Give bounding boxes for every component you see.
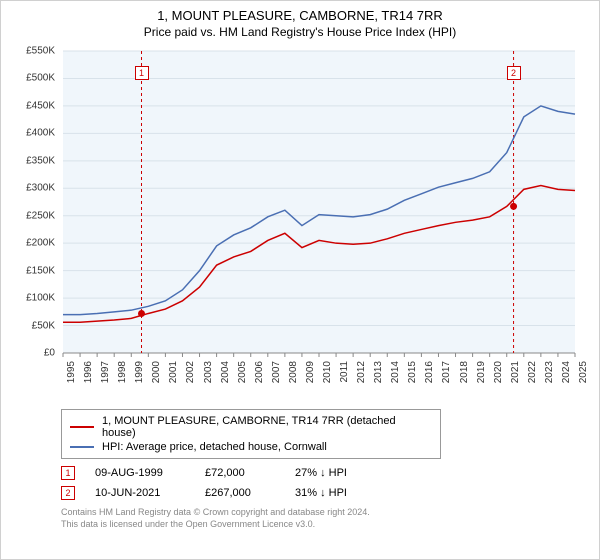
x-axis-label: 2011	[339, 361, 350, 391]
transaction-marker: 2	[507, 66, 521, 80]
x-axis-label: 2022	[527, 361, 538, 391]
x-axis-label: 2006	[254, 361, 265, 391]
transaction-date: 10-JUN-2021	[95, 487, 185, 499]
legend-item: 1, MOUNT PLEASURE, CAMBORNE, TR14 7RR (d…	[70, 414, 432, 440]
y-axis-label: £300K	[19, 183, 55, 194]
y-axis-label: £250K	[19, 210, 55, 221]
y-axis-label: £150K	[19, 265, 55, 276]
x-axis-label: 2004	[220, 361, 231, 391]
y-axis-label: £100K	[19, 293, 55, 304]
x-axis-label: 2005	[237, 361, 248, 391]
legend-swatch	[70, 426, 94, 428]
transaction-dot	[510, 203, 517, 210]
x-axis-label: 2018	[459, 361, 470, 391]
x-axis-label: 2001	[168, 361, 179, 391]
x-axis-label: 2012	[356, 361, 367, 391]
y-axis-label: £50K	[19, 320, 55, 331]
x-axis-label: 2023	[544, 361, 555, 391]
y-axis-label: £550K	[19, 46, 55, 57]
x-axis-label: 2015	[407, 361, 418, 391]
transaction-row: 2 10-JUN-2021 £267,000 31% ↓ HPI	[61, 483, 579, 503]
x-axis-label: 2025	[578, 361, 589, 391]
transaction-price: £267,000	[205, 487, 275, 499]
x-axis-label: 2021	[510, 361, 521, 391]
x-axis-label: 2010	[322, 361, 333, 391]
x-axis-label: 1996	[83, 361, 94, 391]
legend-label: 1, MOUNT PLEASURE, CAMBORNE, TR14 7RR (d…	[102, 415, 432, 439]
x-axis-label: 2016	[424, 361, 435, 391]
x-axis-label: 2000	[151, 361, 162, 391]
x-axis-label: 2013	[373, 361, 384, 391]
legend-item: HPI: Average price, detached house, Corn…	[70, 440, 432, 454]
transaction-number: 1	[61, 466, 75, 480]
attribution-footer: Contains HM Land Registry data © Crown c…	[61, 507, 579, 530]
chart-svg	[19, 43, 579, 403]
x-axis-label: 2014	[390, 361, 401, 391]
y-axis-label: £450K	[19, 100, 55, 111]
footer-line: Contains HM Land Registry data © Crown c…	[61, 507, 579, 519]
y-axis-label: £350K	[19, 155, 55, 166]
x-axis-label: 2019	[476, 361, 487, 391]
x-axis-label: 2017	[441, 361, 452, 391]
chart-container: 1, MOUNT PLEASURE, CAMBORNE, TR14 7RR Pr…	[1, 1, 599, 535]
transaction-list: 1 09-AUG-1999 £72,000 27% ↓ HPI 2 10-JUN-2021…	[61, 463, 579, 503]
chart-plot-area: £0 £50K £100K £150K £200K £250K £300K £350K £400…	[19, 43, 579, 403]
y-axis-label: £400K	[19, 128, 55, 139]
transaction-date: 09-AUG-1999	[95, 467, 185, 479]
y-axis-label: £500K	[19, 73, 55, 84]
x-axis-label: 1998	[117, 361, 128, 391]
x-axis-label: 1997	[100, 361, 111, 391]
transaction-marker: 1	[135, 66, 149, 80]
legend-swatch	[70, 446, 94, 448]
x-axis-label: 1995	[66, 361, 77, 391]
footer-line: This data is licensed under the Open Gov…	[61, 519, 579, 531]
chart-title: 1, MOUNT PLEASURE, CAMBORNE, TR14 7RR	[11, 8, 589, 23]
transaction-row: 1 09-AUG-1999 £72,000 27% ↓ HPI	[61, 463, 579, 483]
x-axis-label: 2008	[288, 361, 299, 391]
chart-subtitle: Price paid vs. HM Land Registry's House …	[11, 25, 589, 39]
x-axis-label: 2009	[305, 361, 316, 391]
legend-label: HPI: Average price, detached house, Corn…	[102, 441, 327, 453]
x-axis-label: 1999	[134, 361, 145, 391]
x-axis-label: 2003	[203, 361, 214, 391]
y-axis-label: £200K	[19, 238, 55, 249]
transaction-diff: 27% ↓ HPI	[295, 467, 347, 479]
x-axis-label: 2020	[493, 361, 504, 391]
transaction-price: £72,000	[205, 467, 275, 479]
legend-box: 1, MOUNT PLEASURE, CAMBORNE, TR14 7RR (d…	[61, 409, 441, 459]
x-axis-label: 2002	[185, 361, 196, 391]
y-axis-label: £0	[19, 348, 55, 359]
transaction-number: 2	[61, 486, 75, 500]
x-axis-label: 2007	[271, 361, 282, 391]
transaction-diff: 31% ↓ HPI	[295, 487, 347, 499]
x-axis-label: 2024	[561, 361, 572, 391]
